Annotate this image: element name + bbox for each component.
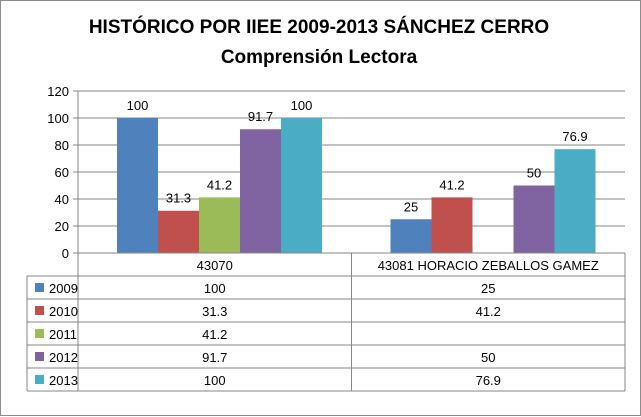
data-label: 50 bbox=[527, 166, 541, 181]
category-label: 43081 HORACIO ZEBALLOS GAMEZ bbox=[378, 258, 599, 273]
data-label: 100 bbox=[127, 98, 149, 113]
bar-2012 bbox=[240, 129, 281, 253]
legend-label: 2013 bbox=[49, 373, 78, 388]
bar-2010 bbox=[431, 197, 473, 253]
data-label: 31.3 bbox=[166, 191, 191, 206]
y-tick-label: 20 bbox=[55, 219, 69, 234]
legend-swatch bbox=[35, 329, 44, 338]
table-cell: 50 bbox=[481, 350, 495, 365]
table-cell: 91.7 bbox=[202, 350, 227, 365]
table-cell: 41.2 bbox=[202, 327, 227, 342]
data-label: 41.2 bbox=[207, 177, 232, 192]
bar-2009 bbox=[390, 219, 432, 253]
data-label: 41.2 bbox=[439, 177, 464, 192]
data-label: 25 bbox=[404, 199, 418, 214]
legend-swatch bbox=[35, 352, 44, 361]
table-cell: 100 bbox=[204, 373, 226, 388]
chart-title: HISTÓRICO POR IIEE 2009-2013 SÁNCHEZ CER… bbox=[89, 16, 549, 38]
bar-2013 bbox=[554, 149, 596, 253]
table-cell: 76.9 bbox=[476, 373, 501, 388]
legend-label: 2011 bbox=[49, 327, 77, 342]
chart-subtitle: Comprensión Lectora bbox=[221, 47, 418, 68]
legend-swatch bbox=[35, 283, 44, 292]
data-label: 100 bbox=[291, 98, 313, 113]
bars bbox=[117, 118, 596, 253]
data-label: 76.9 bbox=[562, 129, 587, 144]
bar-2013 bbox=[281, 118, 322, 253]
data-label: 91.7 bbox=[248, 109, 273, 124]
bar-2009 bbox=[117, 118, 158, 253]
bar-2011 bbox=[199, 197, 240, 253]
legend-label: 2009 bbox=[49, 281, 78, 296]
data-labels: 100 31.3 41.2 91.7 100 25 41.2 50 76.9 bbox=[127, 98, 588, 214]
y-tick-label: 0 bbox=[62, 246, 69, 261]
table-cell: 41.2 bbox=[476, 304, 501, 319]
y-tick-label: 100 bbox=[47, 111, 69, 126]
category-label: 43070 bbox=[197, 258, 233, 273]
bar-2010 bbox=[158, 210, 199, 253]
y-tick-label: 60 bbox=[55, 165, 69, 180]
table-cell: 31.3 bbox=[202, 304, 227, 319]
table-cell: 100 bbox=[204, 281, 226, 296]
legend-label: 2010 bbox=[49, 304, 78, 319]
legend-label: 2012 bbox=[49, 350, 78, 365]
y-tick-label: 40 bbox=[55, 192, 69, 207]
legend-swatch bbox=[35, 375, 44, 384]
y-axis: 0 20 40 60 80 100 120 bbox=[47, 84, 79, 261]
y-tick-label: 80 bbox=[55, 138, 69, 153]
y-tick-label: 120 bbox=[47, 84, 69, 99]
data-table: 43070 43081 HORACIO ZEBALLOS GAMEZ 2009 100… bbox=[26, 252, 626, 392]
bar-2012 bbox=[513, 185, 555, 253]
legend-swatch bbox=[35, 306, 44, 315]
table-cell: 25 bbox=[481, 281, 495, 296]
